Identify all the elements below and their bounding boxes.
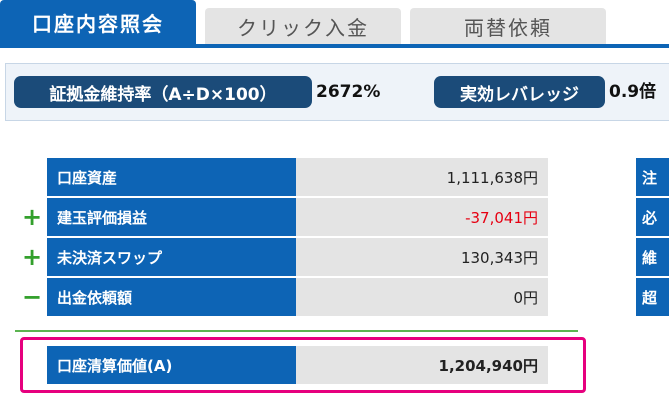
tab-account-summary[interactable]: 口座内容照会 [0,0,196,44]
row-label: 未決済スワップ [47,238,296,276]
row-value: 130,343円 [296,238,548,276]
margin-ratio-label: 証拠金維持率（A÷D×100） [14,76,312,108]
table-row-position-pl: 建玉評価損益 -37,041円 [47,198,548,236]
divider [15,330,578,332]
table-row-withdrawal-request: 出金依頼額 0円 [47,278,548,316]
leverage-value: 0.9倍 [609,82,657,102]
table-row-unsettled-swap: 未決済スワップ 130,343円 [47,238,548,276]
tab-exchange-request[interactable]: 両替依頼 [410,8,606,44]
row-label: 出金依頼額 [47,278,296,316]
minus-icon: − [21,283,43,311]
table-row-liquidation-value: 口座清算価値(A) 1,204,940円 [47,346,548,384]
right-column-cell: 注 [636,158,669,196]
right-column-cell: 必 [636,198,669,236]
row-label: 口座資産 [47,158,296,196]
row-label: 建玉評価損益 [47,198,296,236]
metrics-panel: 証拠金維持率（A÷D×100） 2672% 実効レバレッジ 0.9倍 [5,63,669,121]
row-label: 口座清算価値(A) [47,346,296,384]
leverage-label: 実効レバレッジ [434,76,605,108]
tab-bar: 口座内容照会 クリック入金 両替依頼 [0,0,669,48]
row-value: 0円 [296,278,548,316]
row-value: 1,111,638円 [296,158,548,196]
plus-icon: + [21,203,43,231]
tab-click-deposit[interactable]: クリック入金 [205,8,401,44]
table-row-account-assets: 口座資産 1,111,638円 [47,158,548,196]
highlight-box [20,337,586,393]
margin-ratio-value: 2672% [316,82,381,102]
row-value: 1,204,940円 [296,346,548,384]
right-column-cell: 維 [636,238,669,276]
plus-icon: + [21,243,43,271]
row-value: -37,041円 [296,198,548,236]
tab-underline [0,44,669,48]
right-column-cell: 超 [636,278,669,316]
